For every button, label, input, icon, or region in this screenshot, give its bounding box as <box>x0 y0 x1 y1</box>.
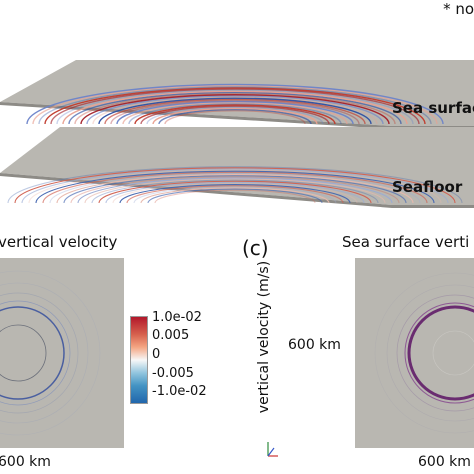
wave-ring <box>164 110 306 125</box>
wave-ring <box>140 105 330 125</box>
wave-ring <box>105 181 365 204</box>
sea-surface-slab-edge <box>0 102 474 129</box>
panel-b-rings <box>0 270 101 436</box>
panel-b-scale: 600 km <box>0 454 51 470</box>
wave-ring <box>133 186 337 204</box>
wave-ring <box>74 92 396 125</box>
panel-b-map <box>0 258 124 448</box>
wave-ring <box>28 169 442 204</box>
wave-ring <box>104 98 366 125</box>
panel-c-title: Sea surface verti <box>342 233 470 251</box>
colorbar <box>130 316 148 404</box>
wave-ring <box>44 87 426 125</box>
wave-ring <box>42 171 428 204</box>
seafloor-slab <box>0 127 474 205</box>
wave-ring <box>21 168 449 204</box>
wave-ring <box>38 86 432 125</box>
wave-ring <box>35 170 435 204</box>
wave-ring <box>70 176 400 204</box>
wave-ring <box>147 188 323 204</box>
colorbar-label: vertical velocity (m/s) <box>256 260 272 414</box>
seafloor-wave-rings <box>7 166 463 204</box>
wave-ring <box>56 89 414 125</box>
wave-ring <box>98 180 372 204</box>
wave-ring <box>140 187 330 204</box>
wave-ring <box>68 91 402 125</box>
colorbar-tick: -1.0e-02 <box>152 384 207 399</box>
wave-ring <box>154 189 316 204</box>
wave-ring <box>32 84 438 125</box>
wave-ring <box>91 179 379 204</box>
wave-ring <box>14 167 456 204</box>
colorbar-tick: 1.0e-02 <box>152 310 202 325</box>
wave-ring <box>126 185 344 204</box>
colorbar-tick: 0.005 <box>152 328 190 343</box>
wave-ring <box>49 172 421 204</box>
wave-ring <box>146 106 324 125</box>
seafloor-label: Seafloor <box>392 178 463 196</box>
footnote-marker: * not <box>443 0 474 18</box>
wave-ring <box>7 166 463 204</box>
wave-ring <box>80 94 390 125</box>
wave-ring <box>62 90 408 125</box>
panel-c-scale-side: 600 km <box>288 337 341 353</box>
sea-surface-label: Sea surfac <box>392 99 474 117</box>
colorbar-tick: -0.005 <box>152 366 194 381</box>
wave-ring <box>128 103 342 125</box>
wave-ring <box>116 100 354 125</box>
panel-c-rings <box>374 272 474 434</box>
wave-ring <box>122 102 348 125</box>
sea-surface-wave-rings <box>26 83 444 125</box>
wave-ring <box>134 104 336 125</box>
orientation-axes-icon <box>267 442 278 457</box>
wave-ring <box>98 97 372 125</box>
wave-ring <box>92 96 378 125</box>
wave-ring <box>86 95 384 125</box>
panel-c-map <box>355 258 474 448</box>
wave-ring <box>158 108 312 125</box>
wave-ring <box>119 184 351 204</box>
wavefield-3d-view <box>0 60 474 208</box>
panel-c-label: (c) <box>242 236 269 260</box>
colorbar-tick: 0 <box>152 347 161 362</box>
wave-ring <box>26 83 444 125</box>
wave-ring <box>63 175 407 204</box>
wave-ring <box>152 107 318 125</box>
panel-b-title: vertical velocity <box>0 233 118 251</box>
wave-ring <box>110 99 360 125</box>
wave-ring <box>50 88 420 125</box>
wave-ring <box>56 173 414 204</box>
panel-c-scale-bottom: 600 km <box>418 454 471 470</box>
wave-ring <box>112 182 358 204</box>
wave-ring <box>77 177 393 204</box>
wave-ring <box>84 178 386 204</box>
